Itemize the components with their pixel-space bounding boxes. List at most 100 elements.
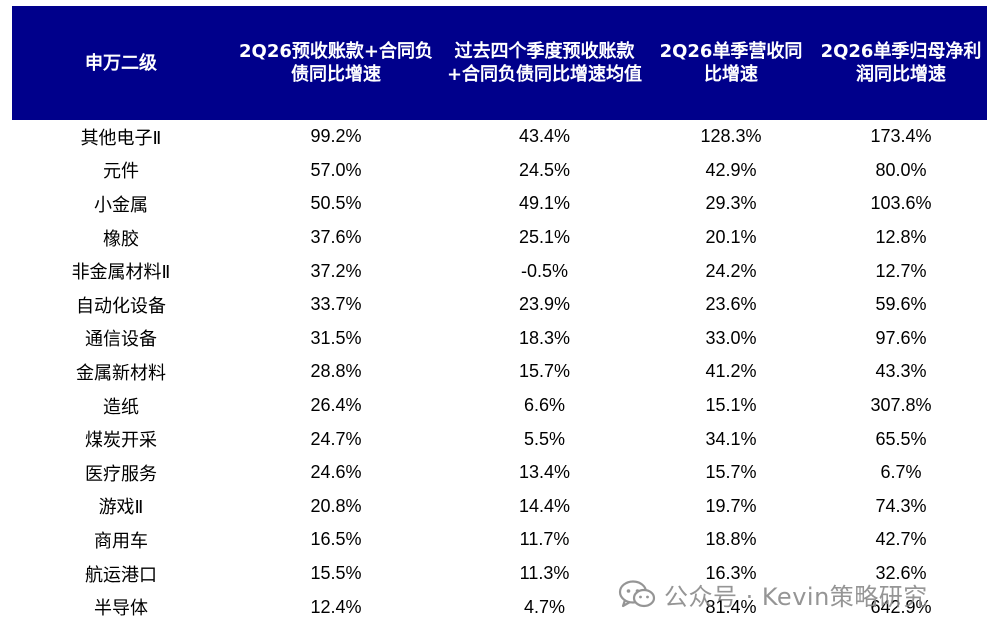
cell-advance-receipts-growth: 26.4% xyxy=(310,395,362,416)
cell-net-profit-growth: 80.0% xyxy=(875,159,927,180)
cell-revenue-growth: 20.1% xyxy=(705,227,757,248)
table-row: 游戏Ⅱ 20.8% 14.4% 19.7% 74.3% xyxy=(12,490,987,524)
cell-revenue-growth: 128.3% xyxy=(700,126,762,147)
cell-four-quarter-average: 14.4% xyxy=(518,495,571,516)
cell-industry: 小金属 xyxy=(94,194,148,216)
header-advance-receipts-growth: 2Q26预收账款+合同负债同比增速 xyxy=(239,41,433,85)
cell-net-profit-growth: 74.3% xyxy=(875,495,927,516)
table-row: 煤炭开采 24.7% 5.5% 34.1% 65.5% xyxy=(12,422,987,456)
cell-four-quarter-average: 4.7% xyxy=(523,596,566,617)
cell-advance-receipts-growth: 57.0% xyxy=(310,159,362,180)
header-revenue-growth: 2Q26单季营收同比增速 xyxy=(659,41,803,85)
cell-four-quarter-average: 15.7% xyxy=(518,361,571,382)
table-row: 自动化设备 33.7% 23.9% 23.6% 59.6% xyxy=(12,288,987,322)
header-row: 申万二级 2Q26预收账款+合同负债同比增速 过去四个季度预收账款+合同负债同比… xyxy=(12,6,987,120)
cell-revenue-growth: 29.3% xyxy=(705,193,757,214)
cell-net-profit-growth: 307.8% xyxy=(870,395,932,416)
cell-net-profit-growth: 42.7% xyxy=(875,529,927,550)
cell-advance-receipts-growth: 33.7% xyxy=(310,294,362,315)
table-row: 其他电子Ⅱ 99.2% 43.4% 128.3% 173.4% xyxy=(12,120,987,154)
cell-four-quarter-average: 11.7% xyxy=(519,529,570,550)
cell-industry: 金属新材料 xyxy=(76,362,166,384)
cell-four-quarter-average: 43.4% xyxy=(518,126,571,147)
watermark: 公众号 · Kevin策略研究 xyxy=(618,577,928,611)
cell-industry: 商用车 xyxy=(94,530,148,552)
cell-advance-receipts-growth: 20.8% xyxy=(310,495,362,516)
cell-revenue-growth: 33.0% xyxy=(705,327,757,348)
cell-net-profit-growth: 642.9% xyxy=(870,596,932,617)
cell-revenue-growth: 19.7% xyxy=(705,495,757,516)
header-net-profit-growth: 2Q26单季归母净利润同比增速 xyxy=(820,41,982,85)
table-row: 小金属 50.5% 49.1% 29.3% 103.6% xyxy=(12,187,987,221)
cell-revenue-growth: 23.6% xyxy=(705,294,757,315)
table-row: 通信设备 31.5% 18.3% 33.0% 97.6% xyxy=(12,322,987,356)
cell-four-quarter-average: 24.5% xyxy=(518,159,571,180)
cell-industry: 航运港口 xyxy=(85,564,157,586)
cell-net-profit-growth: 59.6% xyxy=(875,294,927,315)
cell-advance-receipts-growth: 99.2% xyxy=(310,126,362,147)
cell-net-profit-growth: 43.3% xyxy=(875,361,927,382)
cell-industry: 通信设备 xyxy=(85,329,157,351)
table-row: 造纸 26.4% 6.6% 15.1% 307.8% xyxy=(12,389,987,423)
header-industry: 申万二级 xyxy=(85,52,157,74)
cell-net-profit-growth: 12.7% xyxy=(875,260,927,281)
cell-four-quarter-average: 6.6% xyxy=(523,395,566,416)
cell-four-quarter-average: -0.5% xyxy=(520,260,569,281)
cell-advance-receipts-growth: 24.7% xyxy=(310,428,362,449)
cell-industry: 半导体 xyxy=(94,598,148,620)
cell-industry: 非金属材料Ⅱ xyxy=(71,262,171,284)
table-body: 其他电子Ⅱ 99.2% 43.4% 128.3% 173.4% 元件 57.0% 24.5% 4… xyxy=(12,120,987,624)
cell-industry: 自动化设备 xyxy=(76,295,166,317)
data-table: 申万二级 2Q26预收账款+合同负债同比增速 过去四个季度预收账款+合同负债同比… xyxy=(12,6,987,624)
table-row: 航运港口 15.5% 11.3% 16.3% 32.6% xyxy=(12,557,987,591)
cell-advance-receipts-growth: 31.5% xyxy=(310,327,362,348)
cell-advance-receipts-growth: 15.5% xyxy=(310,563,362,584)
cell-industry: 造纸 xyxy=(103,396,139,418)
wechat-icon xyxy=(618,580,656,608)
cell-revenue-growth: 18.8% xyxy=(705,529,757,550)
cell-advance-receipts-growth: 16.5% xyxy=(310,529,362,550)
cell-revenue-growth: 16.3% xyxy=(705,563,757,584)
cell-net-profit-growth: 6.7% xyxy=(880,462,922,483)
cell-revenue-growth: 15.1% xyxy=(705,395,757,416)
cell-industry: 其他电子Ⅱ xyxy=(80,127,162,149)
cell-advance-receipts-growth: 37.2% xyxy=(310,260,362,281)
cell-four-quarter-average: 11.3% xyxy=(519,563,570,584)
table-row: 医疗服务 24.6% 13.4% 15.7% 6.7% xyxy=(12,456,987,490)
cell-four-quarter-average: 23.9% xyxy=(518,294,571,315)
cell-advance-receipts-growth: 12.4% xyxy=(310,596,362,617)
cell-four-quarter-average: 49.1% xyxy=(518,193,571,214)
cropped-caption-strip xyxy=(0,0,994,6)
cell-industry: 医疗服务 xyxy=(85,463,157,485)
cell-four-quarter-average: 5.5% xyxy=(523,428,566,449)
cell-industry: 游戏Ⅱ xyxy=(98,497,144,519)
cell-advance-receipts-growth: 37.6% xyxy=(310,227,362,248)
cell-four-quarter-average: 18.3% xyxy=(518,327,571,348)
cell-industry: 元件 xyxy=(103,161,139,183)
table-row: 金属新材料 28.8% 15.7% 41.2% 43.3% xyxy=(12,355,987,389)
cell-net-profit-growth: 97.6% xyxy=(875,327,927,348)
cell-four-quarter-average: 25.1% xyxy=(518,227,571,248)
cell-advance-receipts-growth: 28.8% xyxy=(310,361,362,382)
cell-revenue-growth: 81.4% xyxy=(705,596,757,617)
cell-industry: 煤炭开采 xyxy=(85,430,157,452)
cell-net-profit-growth: 32.6% xyxy=(875,563,927,584)
cell-revenue-growth: 34.1% xyxy=(705,428,757,449)
table-row: 非金属材料Ⅱ 37.2% -0.5% 24.2% 12.7% xyxy=(12,254,987,288)
header-four-quarter-average: 过去四个季度预收账款+合同负债同比增速均值 xyxy=(446,41,643,85)
cell-revenue-growth: 24.2% xyxy=(705,260,757,281)
table-row: 元件 57.0% 24.5% 42.9% 80.0% xyxy=(12,154,987,188)
watermark-text: 公众号 · Kevin策略研究 xyxy=(664,582,928,611)
cell-revenue-growth: 42.9% xyxy=(705,159,757,180)
table-row: 半导体 12.4% 4.7% 81.4% 642.9% xyxy=(12,590,987,624)
cell-advance-receipts-growth: 50.5% xyxy=(310,193,362,214)
cell-advance-receipts-growth: 24.6% xyxy=(310,462,362,483)
table-header: 申万二级 2Q26预收账款+合同负债同比增速 过去四个季度预收账款+合同负债同比… xyxy=(12,6,987,120)
cell-revenue-growth: 41.2% xyxy=(705,361,757,382)
cell-industry: 橡胶 xyxy=(103,228,139,250)
cell-revenue-growth: 15.7% xyxy=(705,462,757,483)
table-row: 橡胶 37.6% 25.1% 20.1% 12.8% xyxy=(12,221,987,255)
cell-four-quarter-average: 13.4% xyxy=(518,462,571,483)
cell-net-profit-growth: 12.8% xyxy=(875,227,927,248)
cell-net-profit-growth: 173.4% xyxy=(870,126,932,147)
